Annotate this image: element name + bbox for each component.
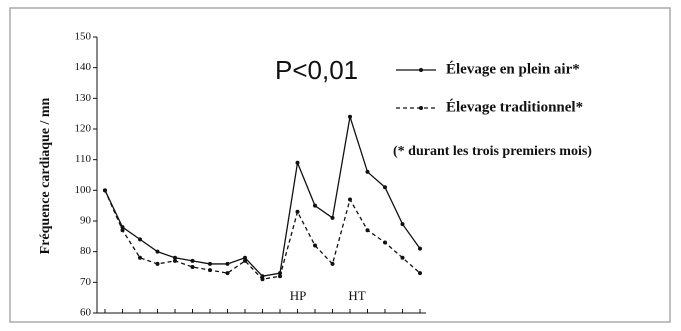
- y-tick-label: 60: [80, 307, 92, 319]
- marker: [348, 114, 352, 119]
- marker: [208, 268, 212, 273]
- marker: [173, 255, 177, 260]
- marker: [225, 261, 230, 266]
- marker: [103, 188, 107, 193]
- marker: [260, 274, 265, 279]
- marker: [243, 258, 247, 263]
- legend-marker: [419, 106, 423, 110]
- marker: [418, 246, 422, 251]
- marker: [383, 240, 387, 245]
- marker: [313, 203, 317, 208]
- marker: [330, 261, 335, 266]
- y-tick-label: 90: [80, 215, 92, 227]
- marker: [313, 243, 317, 248]
- marker: [173, 258, 177, 263]
- marker: [190, 258, 195, 263]
- annotation: HT: [348, 288, 365, 303]
- marker: [138, 255, 142, 260]
- y-tick-label: 130: [75, 92, 92, 104]
- marker: [225, 271, 230, 276]
- marker: [155, 261, 160, 266]
- annotation: HP: [290, 288, 307, 303]
- frame: [9, 7, 671, 323]
- y-tick-label: 120: [75, 123, 92, 135]
- marker: [400, 222, 405, 227]
- marker: [295, 160, 300, 165]
- marker: [138, 237, 142, 242]
- marker: [365, 169, 370, 174]
- note: (* durant les trois premiers mois): [393, 144, 592, 159]
- marker: [365, 228, 370, 233]
- y-tick-label: 140: [75, 61, 92, 73]
- marker: [418, 271, 422, 276]
- marker: [260, 277, 265, 282]
- marker: [190, 265, 195, 269]
- marker: [120, 225, 125, 230]
- stat-label: P<0,01: [275, 55, 358, 85]
- marker: [208, 261, 212, 266]
- marker: [120, 228, 125, 233]
- marker: [348, 197, 352, 202]
- y-tick-label: 110: [75, 153, 92, 165]
- marker: [400, 255, 405, 260]
- marker: [155, 249, 160, 254]
- y-tick-label: 70: [80, 276, 92, 288]
- marker: [278, 274, 282, 279]
- marker: [243, 255, 247, 260]
- legend-marker: [419, 68, 423, 72]
- marker: [383, 185, 387, 190]
- legend-label: Élevage en plein air*: [446, 60, 580, 77]
- y-tick-label: 100: [75, 184, 92, 196]
- y-tick-label: 150: [75, 31, 92, 43]
- marker: [295, 209, 300, 214]
- y-tick-label: 80: [80, 245, 92, 257]
- y-axis-label: Fréquence cardiaque / mn: [38, 97, 53, 254]
- legend-label: Élevage traditionnel*: [446, 98, 583, 115]
- marker: [330, 215, 335, 220]
